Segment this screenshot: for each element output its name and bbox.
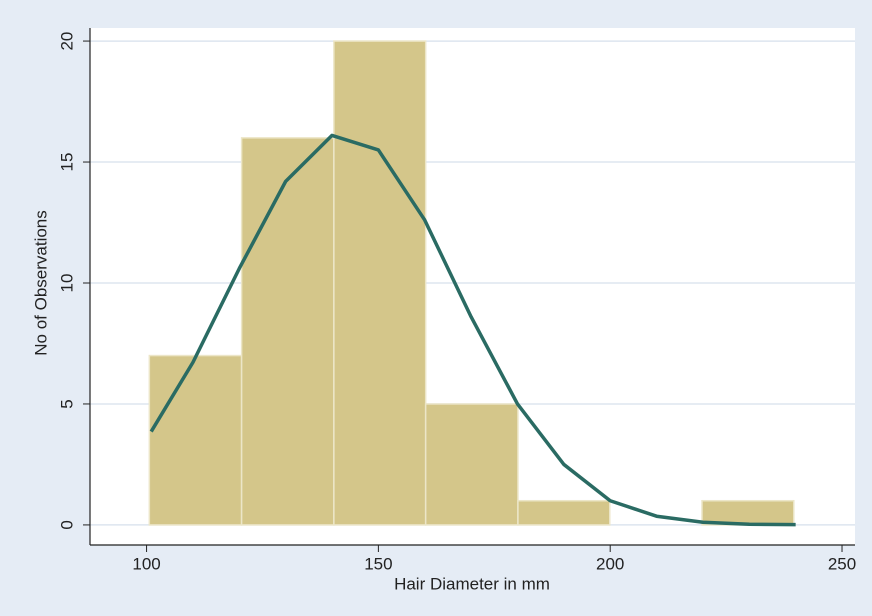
bar bbox=[240, 137, 335, 526]
density-curve bbox=[149, 133, 796, 527]
x-tick-label: 100 bbox=[132, 554, 160, 573]
bar bbox=[424, 403, 519, 526]
y-axis-label: No of Observations bbox=[31, 210, 50, 356]
x-tick-label: 250 bbox=[828, 554, 856, 573]
y-tick-label: 0 bbox=[57, 520, 76, 529]
y-tick-label: 15 bbox=[57, 153, 76, 172]
bar bbox=[148, 354, 243, 526]
y-tick-label: 10 bbox=[57, 274, 76, 293]
y-tick-label: 5 bbox=[57, 399, 76, 408]
bar bbox=[333, 40, 427, 526]
x-tick-label: 200 bbox=[596, 554, 624, 573]
x-tick-label: 150 bbox=[364, 554, 392, 573]
bar bbox=[517, 499, 611, 526]
y-tick-label: 20 bbox=[57, 32, 76, 51]
x-axis-label: Hair Diameter in mm bbox=[394, 574, 550, 593]
